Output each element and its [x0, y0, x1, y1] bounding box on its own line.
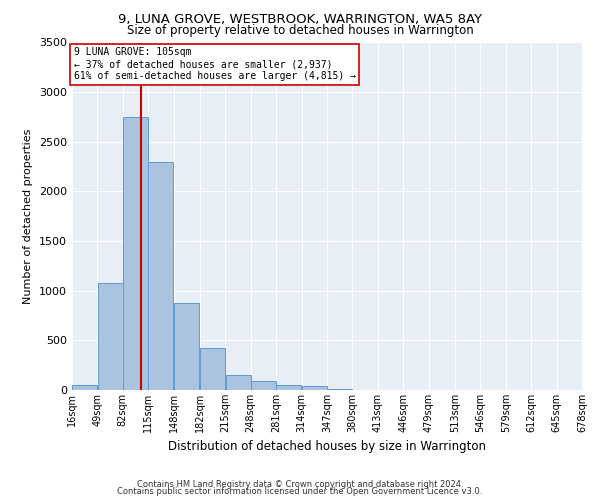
- Bar: [251, 381, 276, 390]
- Bar: [174, 302, 199, 390]
- Text: 9, LUNA GROVE, WESTBROOK, WARRINGTON, WA5 8AY: 9, LUNA GROVE, WESTBROOK, WARRINGTON, WA…: [118, 12, 482, 26]
- Text: Contains public sector information licensed under the Open Government Licence v3: Contains public sector information licen…: [118, 488, 482, 496]
- Bar: [123, 117, 148, 390]
- Text: Contains HM Land Registry data © Crown copyright and database right 2024.: Contains HM Land Registry data © Crown c…: [137, 480, 463, 489]
- Bar: [277, 384, 301, 390]
- Bar: [72, 385, 97, 390]
- Bar: [226, 374, 251, 390]
- X-axis label: Distribution of detached houses by size in Warrington: Distribution of detached houses by size …: [168, 440, 486, 454]
- Text: Size of property relative to detached houses in Warrington: Size of property relative to detached ho…: [127, 24, 473, 37]
- Bar: [302, 386, 327, 390]
- Bar: [148, 162, 173, 390]
- Y-axis label: Number of detached properties: Number of detached properties: [23, 128, 34, 304]
- Bar: [327, 388, 352, 390]
- Text: 9 LUNA GROVE: 105sqm
← 37% of detached houses are smaller (2,937)
61% of semi-de: 9 LUNA GROVE: 105sqm ← 37% of detached h…: [74, 48, 356, 80]
- Bar: [98, 283, 122, 390]
- Bar: [200, 348, 225, 390]
